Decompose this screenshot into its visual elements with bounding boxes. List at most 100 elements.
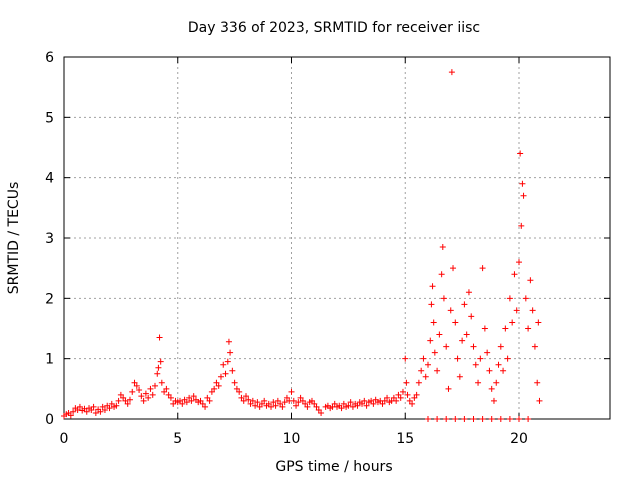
data-point [516, 416, 522, 422]
data-point [443, 343, 450, 350]
data-point [220, 361, 227, 368]
data-point [431, 349, 438, 356]
data-point [215, 382, 222, 389]
data-point [438, 271, 445, 278]
data-point [283, 394, 290, 401]
data-point [354, 402, 361, 409]
data-point [129, 388, 136, 395]
data-point [529, 307, 536, 314]
data-point [345, 402, 352, 409]
data-point [390, 394, 397, 401]
data-point [518, 222, 525, 229]
data-point [99, 403, 106, 410]
data-point [142, 390, 149, 397]
data-point [147, 385, 154, 392]
data-point [504, 355, 511, 362]
data-point [429, 283, 436, 290]
data-point [463, 331, 470, 338]
data-point [238, 394, 245, 401]
data-point [509, 319, 516, 326]
data-point [76, 403, 83, 410]
data-point [126, 396, 133, 403]
data-point [517, 150, 524, 157]
data-point [440, 295, 447, 302]
data-point [525, 325, 532, 332]
data-point [81, 405, 88, 412]
data-point [124, 400, 131, 407]
data-point [506, 295, 513, 302]
data-point [261, 397, 268, 404]
axis-ticks: 0 1 2 3 4 5 6 0 5 10 15 20 [45, 50, 610, 447]
data-point [475, 379, 482, 386]
data-point [420, 355, 427, 362]
data-point [450, 265, 457, 272]
data-point [415, 379, 422, 386]
data-point [347, 399, 354, 406]
data-point [206, 397, 213, 404]
data-point [428, 301, 435, 308]
data-point [488, 385, 495, 392]
data-point [368, 397, 375, 404]
x-tick-label: 15 [396, 431, 414, 447]
data-point [493, 379, 500, 386]
x-tick-label: 0 [60, 431, 69, 447]
data-point [465, 289, 472, 296]
data-point [165, 391, 172, 398]
data-point [436, 331, 443, 338]
data-point [179, 400, 186, 407]
data-point [399, 388, 406, 395]
y-tick-label: 4 [45, 171, 54, 187]
data-point [363, 402, 370, 409]
data-point [122, 397, 129, 404]
data-point [268, 403, 275, 410]
data-point [443, 416, 450, 422]
data-point [406, 397, 413, 404]
data-point [488, 416, 495, 422]
data-point [190, 393, 197, 400]
data-point [470, 343, 477, 350]
data-point [536, 397, 543, 404]
data-point [448, 69, 455, 76]
data-point [74, 406, 81, 413]
data-point [361, 397, 368, 404]
data-point [297, 394, 304, 401]
data-point [240, 397, 247, 404]
data-point [340, 400, 347, 407]
data-point [106, 405, 113, 412]
data-point [97, 408, 104, 415]
y-tick-label: 2 [45, 291, 54, 307]
data-point [413, 391, 420, 398]
data-point [158, 379, 165, 386]
data-point [447, 307, 454, 314]
data-point [88, 406, 95, 413]
data-point [115, 397, 122, 404]
data-point [140, 397, 147, 404]
data-point [272, 402, 279, 409]
data-point [439, 244, 446, 251]
data-point [188, 397, 195, 404]
data-point [211, 385, 218, 392]
data-point [149, 391, 156, 398]
y-axis-label: SRMTID / TECUs [6, 182, 22, 295]
data-point [277, 400, 284, 407]
data-point [479, 416, 486, 422]
data-point [154, 370, 161, 377]
data-point [534, 379, 541, 386]
data-point [422, 373, 429, 380]
grid-lines [64, 57, 610, 419]
data-point [481, 325, 488, 332]
data-point [486, 367, 493, 374]
data-point [245, 396, 252, 403]
data-point [229, 367, 236, 374]
data-point [434, 416, 441, 422]
data-point [370, 400, 377, 407]
data-point [299, 397, 306, 404]
chart-title: Day 336 of 2023, SRMTID for receiver iis… [188, 20, 480, 36]
y-tick-label: 6 [45, 50, 54, 66]
data-point [516, 259, 522, 266]
data-point [495, 361, 502, 368]
data-point [393, 397, 400, 404]
data-point [120, 394, 127, 401]
data-point [302, 400, 309, 407]
